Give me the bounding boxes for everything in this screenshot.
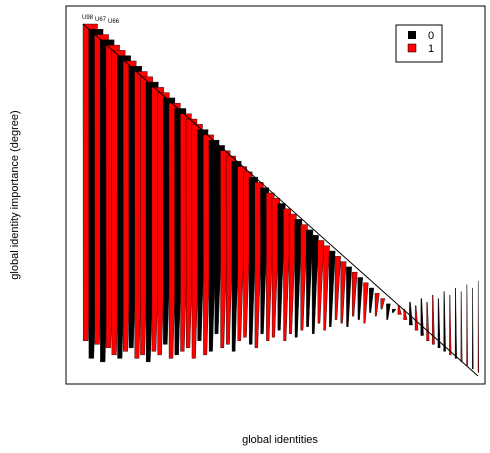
- bar-mark: [369, 287, 375, 313]
- y-axis-label: global identity importance (degree): [9, 110, 21, 279]
- bar-mark: [374, 293, 380, 317]
- bar-mark: [323, 245, 330, 331]
- bar-mark: [317, 240, 325, 324]
- bar-mark: [300, 224, 308, 331]
- bar-mark: [403, 308, 408, 320]
- legend: 0 1: [395, 24, 443, 63]
- bar-mark: [357, 277, 363, 320]
- trend-line: [82, 23, 479, 377]
- id-label: U98: [82, 15, 94, 21]
- bar-mark: [426, 301, 430, 341]
- bar-mark: [460, 291, 463, 363]
- bar-mark: [391, 308, 397, 313]
- bar-mark: [294, 219, 303, 338]
- bar-mark: [420, 298, 424, 336]
- bar-mark: [380, 298, 386, 310]
- bar-mark: [437, 298, 441, 349]
- id-label: U66: [108, 19, 120, 25]
- bar-mark: [328, 250, 336, 327]
- bar-mark: [334, 256, 341, 320]
- bar-mark: [414, 305, 419, 331]
- bars-group: [82, 23, 480, 373]
- legend-box: [395, 24, 443, 63]
- legend-swatch-1: [407, 43, 417, 53]
- bar-mark: [306, 229, 314, 327]
- bar-mark: [288, 213, 297, 334]
- bar-mark: [454, 287, 457, 359]
- x-axis-label: global identities: [242, 434, 318, 446]
- bar-mark: [477, 280, 480, 373]
- bar-mark: [363, 282, 369, 324]
- id-labels-group: U98 U67 U66: [82, 15, 120, 25]
- bar-mark: [386, 303, 391, 320]
- bar-mark: [409, 301, 413, 326]
- bar-mark: [351, 271, 358, 317]
- bar-mark: [346, 266, 352, 327]
- legend-label-1: 1: [428, 43, 434, 55]
- legend-label-0: 0: [428, 30, 434, 42]
- bar-mark: [449, 294, 452, 356]
- plot-frame: [65, 5, 486, 385]
- bar-mark: [432, 294, 435, 345]
- legend-swatch-0: [408, 31, 416, 39]
- bar-mark: [340, 261, 347, 324]
- bar-mark: [443, 291, 446, 352]
- id-label: U67: [95, 17, 107, 23]
- bar-mark: [466, 284, 468, 366]
- bar-mark: [472, 287, 474, 370]
- bar-mark: [311, 235, 319, 334]
